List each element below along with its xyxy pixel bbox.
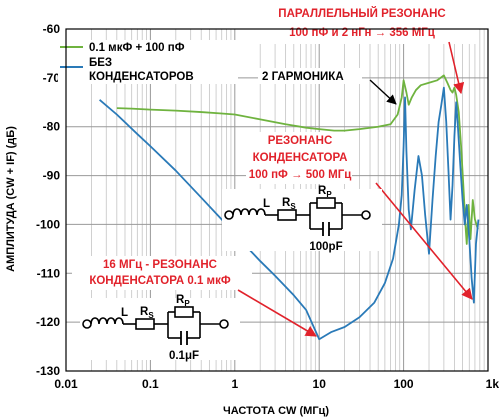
y-tick-label: -120 <box>36 315 60 329</box>
annotation-cap-resonance-100pf-line1: РЕЗОНАНС <box>268 135 333 147</box>
annotation-2nd-harmonic-bg <box>258 68 362 84</box>
y-tick-label: -130 <box>36 364 60 378</box>
circuit-diagram-01uf: L RS RP 0.1μF <box>80 294 240 362</box>
x-tick-label: 1k <box>486 377 500 391</box>
annotation-cap-resonance-100pf: РЕЗОНАНС КОНДЕНСАТОРА 100 пФ → 500 МГц <box>246 132 473 300</box>
annotation-cap-resonance-01uf: 16 МГц - РЕЗОНАНС КОНДЕНСАТОРА 0.1 мкФ <box>72 256 317 337</box>
y-tick-label: -110 <box>37 266 61 280</box>
terminal-right <box>219 319 229 329</box>
parallel-resistor-symbol <box>316 197 336 209</box>
y-tick-label: -90 <box>43 169 61 183</box>
x-tick-label: 0.01 <box>54 377 78 391</box>
annotation-cap-resonance-01uf-bg <box>72 256 252 290</box>
annotation-2nd-harmonic-arrow <box>369 79 397 105</box>
terminal-right <box>361 210 371 220</box>
legend-label-blue-line2: КОНДЕНСАТОРОВ <box>89 71 194 83</box>
annotation-cap-resonance-100pf-arrow <box>375 182 473 300</box>
terminal-left <box>82 319 92 329</box>
inductor-symbol <box>90 317 124 325</box>
x-tick-labels: 0.01 0.1 1 10 100 1k <box>54 377 499 391</box>
y-tick-labels: -60 -70 -80 -90 -100 -110 -120 -130 <box>36 22 60 378</box>
plot-frame <box>65 28 489 372</box>
terminal-left <box>224 210 234 220</box>
series-line-green <box>116 74 479 245</box>
y-axis-title: АМПЛИТУДА (CW + IF) (дБ) <box>5 126 17 272</box>
x-tick-label: 100 <box>394 377 414 391</box>
annotation-cap-resonance-100pf-line3: 100 пФ → 500 МГц <box>249 169 352 181</box>
annotation-cap-resonance-100pf-bg <box>246 132 352 184</box>
annotation-parallel-resonance-line1: ПАРАЛЛЕЛЬНЫЙ РЕЗОНАНС <box>278 7 445 20</box>
annotation-cap-resonance-01uf-arrow <box>237 289 317 337</box>
parallel-resistor-label: RP <box>318 185 332 199</box>
y-tick-label: -70 <box>43 71 61 85</box>
series-resistor-label: RS <box>140 306 154 320</box>
series-resistor-symbol <box>277 209 297 221</box>
x-tick-label: 0.1 <box>142 377 159 391</box>
parallel-resistor-label: RP <box>176 294 190 308</box>
y-tick-label: -80 <box>43 120 61 134</box>
legend-label-green: 0.1 мкФ + 100 пФ <box>89 42 185 54</box>
capacitor-label: 0.1μF <box>169 350 199 362</box>
annotation-parallel-resonance-line2: 100 пФ и 2 нГн → 356 МГц <box>289 27 435 39</box>
series-resistor-label: RS <box>282 197 296 211</box>
circuit-01uf-bg <box>80 298 240 360</box>
series-line-blue <box>99 86 480 341</box>
y-tick-label: -100 <box>36 217 60 231</box>
annotation-cap-resonance-01uf-line2: КОНДЕНСАТОРА 0.1 мкФ <box>89 275 230 287</box>
annotation-parallel-resonance: ПАРАЛЛЕЛЬНЫЙ РЕЗОНАНС 100 пФ и 2 нГн → 3… <box>254 4 476 95</box>
series-resistor-symbol <box>135 318 155 330</box>
x-tick-label: 10 <box>313 377 327 391</box>
circuit-100pf-bg <box>222 189 382 251</box>
annotation-parallel-resonance-arrow <box>448 41 465 95</box>
annotation-2nd-harmonic-text: 2 ГАРМОНИКА <box>262 71 344 83</box>
circuit-diagram-100pf: L RS RP 100pF <box>222 185 382 253</box>
annotation-parallel-resonance-bg <box>254 4 476 44</box>
y-tick-label: -60 <box>43 22 61 36</box>
capacitor-label: 100pF <box>309 241 342 253</box>
legend-label-blue-line1: БЕЗ <box>89 57 112 69</box>
inductor-label: L <box>121 307 128 319</box>
x-axis-title: ЧАСТОТА CW (МГц) <box>223 405 329 417</box>
parallel-resistor-symbol <box>174 306 194 318</box>
annotation-cap-resonance-100pf-line2: КОНДЕНСАТОРА <box>253 152 348 164</box>
legend-background <box>58 40 238 84</box>
legend: 0.1 мкФ + 100 пФ БЕЗ КОНДЕНСАТОРОВ <box>58 40 238 84</box>
annotation-2nd-harmonic: 2 ГАРМОНИКА <box>258 68 397 105</box>
x-tick-label: 1 <box>231 377 238 391</box>
series-layer <box>99 74 480 341</box>
inductor-symbol <box>232 208 266 216</box>
inductor-label: L <box>263 198 270 210</box>
annotation-cap-resonance-01uf-line1: 16 МГц - РЕЗОНАНС <box>103 259 217 271</box>
